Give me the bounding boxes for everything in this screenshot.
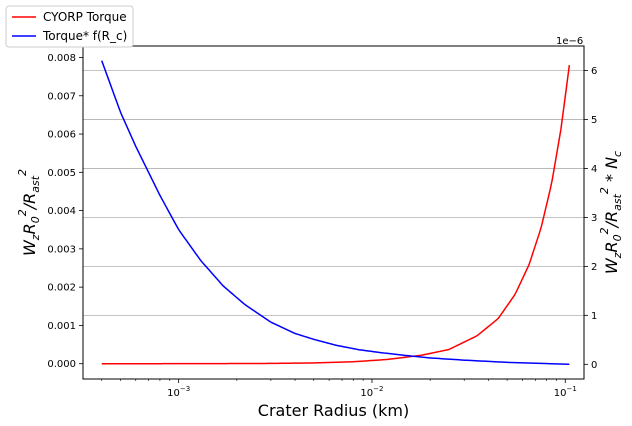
- left-y-axis-ticks: 0.000 0.001 0.002 0.003 0.004 0.005 0.006 0.007…: [47, 53, 83, 370]
- series-line-1: [101, 60, 570, 366]
- x-axis-ticks: 10−3 10−2 10−1: [101, 379, 577, 399]
- right-y-axis-ticks: 0 1 2 3 4 5 6: [584, 66, 597, 371]
- left-y-tick-label: 0.006: [47, 130, 76, 141]
- right-y-tick-label: 5: [591, 115, 597, 126]
- left-y-tick-label: 0.008: [47, 53, 76, 64]
- right-y-tick-label: 3: [591, 213, 597, 224]
- x-tick-label: 10−1: [554, 385, 577, 399]
- left-y-tick-label: 0.000: [47, 359, 76, 370]
- right-y-axis-label: WzR02/Rast2 * Nc: [598, 151, 624, 274]
- right-y-tick-label: 4: [591, 164, 597, 175]
- right-y-tick-label: 6: [591, 66, 597, 77]
- left-y-axis-label: WzR02/Rast2: [16, 169, 42, 256]
- right-axis-offset-text: 1e−6: [556, 36, 583, 47]
- left-y-tick-label: 0.004: [47, 206, 76, 217]
- x-axis-label: Crater Radius (km): [258, 401, 409, 420]
- left-y-tick-label: 0.001: [47, 321, 76, 332]
- right-y-tick-label: 0: [591, 360, 597, 371]
- plot-frame: [82, 45, 585, 380]
- legend-box: [5, 5, 134, 48]
- legend-label-cyorp: CYORP Torque: [43, 10, 127, 24]
- left-y-tick-label: 0.003: [47, 244, 76, 255]
- right-y-tick-label: 1: [591, 311, 597, 322]
- x-tick-label: 10−2: [360, 385, 383, 399]
- legend-label-torque-f: Torque* f(R_c): [42, 29, 127, 43]
- series-line-0: [101, 65, 571, 365]
- left-y-tick-label: 0.002: [47, 283, 76, 294]
- x-tick-label: 10−3: [167, 385, 190, 399]
- right-y-tick-label: 2: [591, 262, 597, 273]
- left-y-tick-label: 0.007: [47, 91, 76, 102]
- legend: CYORP Torque Torque* f(R_c): [5, 5, 134, 48]
- series-group: [101, 60, 571, 366]
- left-y-tick-label: 0.005: [47, 168, 76, 179]
